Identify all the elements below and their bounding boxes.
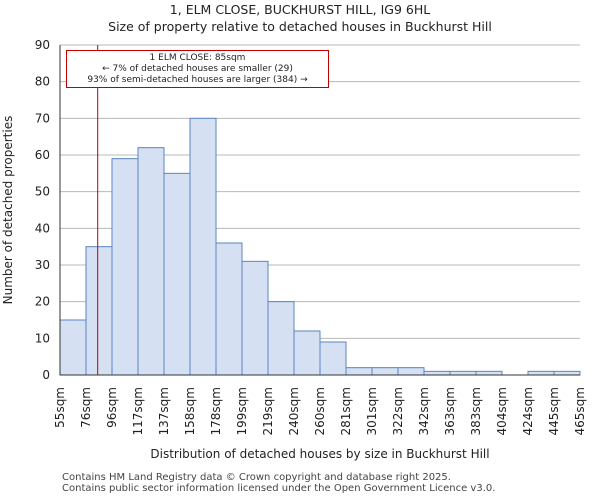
y-tick-label: 0 — [42, 368, 50, 382]
y-tick-label: 20 — [35, 295, 50, 309]
x-tick-label: 363sqm — [443, 387, 457, 435]
x-tick-label: 260sqm — [313, 387, 327, 435]
x-tick-label: 445sqm — [547, 387, 561, 435]
x-tick-label: 137sqm — [157, 387, 171, 435]
histogram-bar — [241, 260, 269, 376]
histogram-bar — [449, 370, 477, 376]
y-tick-label: 60 — [35, 148, 50, 162]
histogram-bar — [319, 341, 347, 376]
x-tick-label: 424sqm — [521, 387, 535, 435]
annotation-line2: ← 7% of detached houses are smaller (29) — [102, 64, 293, 74]
histogram-bar — [345, 367, 373, 376]
y-tick-label: 90 — [35, 38, 50, 52]
x-tick-label: 76sqm — [79, 387, 93, 428]
x-tick-label: 117sqm — [131, 387, 145, 435]
histogram-bar — [553, 370, 581, 376]
x-axis-label: Distribution of detached houses by size … — [150, 447, 489, 461]
histogram-bar — [475, 370, 503, 376]
histogram-bar — [85, 246, 113, 376]
x-tick-label: 404sqm — [495, 387, 509, 435]
property-annotation-box: 1 ELM CLOSE: 85sqm ← 7% of detached hous… — [66, 50, 329, 88]
histogram-bar — [423, 370, 451, 376]
x-tick-label: 281sqm — [339, 387, 353, 435]
histogram-bar — [215, 242, 243, 376]
x-tick-label: 55sqm — [53, 387, 67, 428]
footer-line2: Contains public sector information licen… — [62, 483, 496, 494]
chart-title-line1: 1, ELM CLOSE, BUCKHURST HILL, IG9 6HL — [169, 2, 431, 17]
histogram-bar — [397, 367, 425, 376]
x-tick-label: 301sqm — [365, 387, 379, 435]
histogram-bar — [527, 370, 555, 376]
x-tick-label: 199sqm — [235, 387, 249, 435]
x-tick-label: 219sqm — [261, 387, 275, 435]
x-tick-label: 178sqm — [209, 387, 223, 435]
x-tick-label: 383sqm — [469, 387, 483, 435]
y-tick-label: 30 — [35, 258, 50, 272]
histogram-bar — [111, 158, 139, 376]
annotation-line1: 1 ELM CLOSE: 85sqm — [149, 53, 246, 63]
y-tick-label: 10 — [35, 331, 50, 345]
histogram-bar — [137, 147, 165, 376]
x-tick-label: 240sqm — [287, 387, 301, 435]
chart-title-line2: Size of property relative to detached ho… — [108, 19, 492, 34]
histogram-bar — [293, 330, 321, 376]
histogram-bar — [59, 319, 87, 376]
y-tick-label: 80 — [35, 75, 50, 89]
y-tick-label: 70 — [35, 111, 50, 125]
y-tick-label: 50 — [35, 185, 50, 199]
annotation-line3: 93% of semi-detached houses are larger (… — [87, 75, 308, 85]
histogram-bar — [189, 117, 217, 376]
histogram-bar — [371, 367, 399, 376]
x-tick-label: 96sqm — [105, 387, 119, 428]
y-tick-label: 40 — [35, 221, 50, 235]
x-tick-label: 158sqm — [183, 387, 197, 435]
footer-line1: Contains HM Land Registry data © Crown c… — [62, 472, 451, 483]
x-tick-label: 322sqm — [391, 387, 405, 435]
y-axis-label: Number of detached properties — [1, 116, 15, 305]
x-tick-label: 342sqm — [417, 387, 431, 435]
histogram-bar — [267, 301, 295, 376]
x-tick-label: 465sqm — [573, 387, 587, 435]
histogram-bar — [163, 172, 191, 376]
